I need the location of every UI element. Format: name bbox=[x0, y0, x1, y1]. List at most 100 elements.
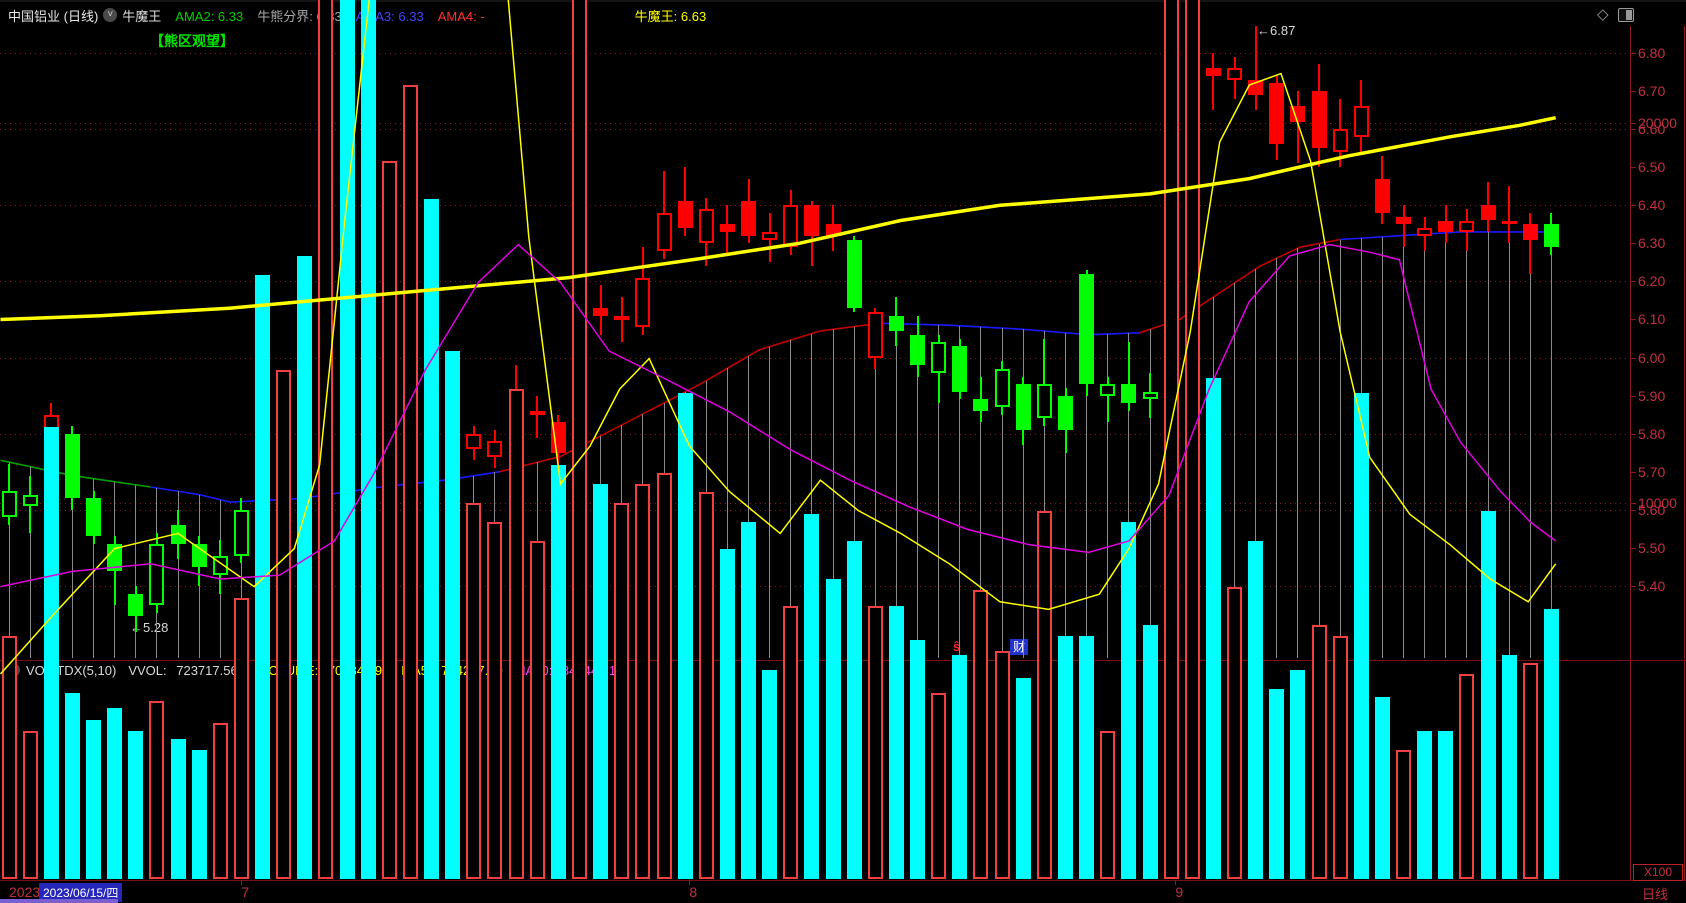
ama-hairline bbox=[1297, 248, 1299, 658]
candle-wick bbox=[536, 395, 539, 438]
candlestick bbox=[1227, 68, 1243, 80]
volume-bar bbox=[572, 0, 587, 879]
candlestick bbox=[888, 315, 904, 331]
price-axis-tick bbox=[1630, 319, 1636, 321]
volume-gridline bbox=[0, 123, 1630, 124]
scrollbar-thumb[interactable] bbox=[0, 899, 118, 903]
volume-bar bbox=[952, 655, 968, 879]
volume-bar bbox=[719, 548, 735, 879]
volume-bar bbox=[466, 503, 482, 879]
volume-bar bbox=[1163, 0, 1179, 879]
panel-toggle-icon[interactable] bbox=[1618, 8, 1634, 22]
indicator-value: AMA2: 6.33 bbox=[175, 8, 244, 24]
chevron-down-icon[interactable]: ˅ bbox=[103, 8, 118, 22]
volume-gridline bbox=[0, 503, 1630, 504]
volume-axis-tick bbox=[1630, 503, 1636, 504]
price-axis-tick bbox=[1630, 129, 1636, 131]
candlestick bbox=[635, 277, 651, 328]
candlestick bbox=[1058, 395, 1073, 430]
volume-bar bbox=[1396, 750, 1412, 879]
price-gridline bbox=[0, 53, 1630, 54]
price-axis-label: 6.50 bbox=[1638, 159, 1666, 176]
volume-bar bbox=[698, 491, 714, 879]
volume-bar bbox=[1290, 670, 1306, 879]
candlestick bbox=[719, 224, 735, 232]
volume-bar bbox=[86, 719, 102, 879]
volume-bar bbox=[487, 522, 503, 879]
ama-hairline bbox=[1529, 231, 1531, 658]
selected-date-badge[interactable]: 2023/06/15/四 bbox=[39, 883, 123, 902]
price-axis-tick bbox=[1630, 281, 1636, 283]
volume-bar bbox=[1142, 624, 1158, 879]
price-axis-label: 5.60 bbox=[1638, 501, 1666, 518]
volume-bar bbox=[1121, 522, 1137, 879]
candlestick bbox=[149, 544, 165, 605]
price-gridline bbox=[0, 357, 1630, 359]
candlestick bbox=[1332, 129, 1348, 152]
candlestick bbox=[614, 315, 630, 320]
candle-wick bbox=[1212, 53, 1215, 111]
price-axis-label: 5.80 bbox=[1638, 425, 1666, 442]
volume-bar bbox=[846, 541, 862, 879]
candle-wick bbox=[1254, 26, 1257, 111]
month-label: 9 bbox=[1175, 884, 1184, 900]
candlestick bbox=[1248, 79, 1264, 95]
volume-bar bbox=[1501, 655, 1517, 879]
volume-bar bbox=[931, 693, 947, 879]
volume-bar bbox=[1374, 696, 1390, 879]
candlestick bbox=[1100, 384, 1116, 396]
candlestick bbox=[233, 509, 249, 556]
ama-hairline bbox=[1466, 231, 1468, 658]
candlestick bbox=[529, 410, 545, 415]
volume-bar bbox=[191, 750, 207, 879]
candlestick bbox=[1459, 220, 1475, 232]
volume-bar bbox=[867, 605, 883, 879]
volume-bar bbox=[212, 723, 228, 879]
candlestick bbox=[1036, 384, 1052, 419]
ama-hairline bbox=[1065, 332, 1066, 658]
volume-bar bbox=[656, 472, 672, 879]
price-axis-label: 5.40 bbox=[1638, 577, 1666, 594]
volume-bar bbox=[593, 484, 609, 879]
price-axis-label: 6.70 bbox=[1638, 83, 1666, 100]
volume-bar bbox=[508, 389, 524, 879]
indicator-right-value: 牛魔王: 6.63 bbox=[634, 8, 707, 24]
candlestick bbox=[1353, 106, 1369, 137]
candlestick bbox=[1480, 205, 1496, 221]
volume-bar bbox=[233, 598, 249, 879]
month-tick bbox=[241, 880, 243, 885]
volume-bar bbox=[297, 256, 313, 879]
statusbar-divider bbox=[0, 880, 1686, 881]
financial-report-marker[interactable]: 财 bbox=[1010, 639, 1029, 655]
candlestick bbox=[1079, 273, 1095, 385]
volume-bar bbox=[1543, 609, 1559, 879]
candlestick bbox=[1290, 106, 1306, 122]
period-label[interactable]: 日线 bbox=[1642, 887, 1669, 902]
candlestick bbox=[741, 201, 757, 236]
high-price-annotation: ←6.87 bbox=[1257, 23, 1296, 38]
volume-bar bbox=[1332, 636, 1348, 879]
candlestick bbox=[550, 422, 566, 453]
volume-axis-tick bbox=[1630, 123, 1636, 124]
volume-bar bbox=[741, 522, 757, 879]
volume-axis-label: 10000 bbox=[1638, 495, 1677, 511]
volume-bar bbox=[888, 605, 904, 879]
candle-wick bbox=[1402, 205, 1405, 248]
candlestick bbox=[1396, 216, 1412, 225]
ama-hairline bbox=[1339, 239, 1341, 658]
diamond-icon[interactable]: ◇ bbox=[1597, 6, 1609, 23]
volume-bar bbox=[43, 427, 59, 879]
candlestick bbox=[466, 433, 482, 449]
year-label: 2023 bbox=[9, 884, 41, 900]
indicator-name: 牛魔王 bbox=[122, 8, 162, 24]
candlestick bbox=[1501, 220, 1517, 225]
right-border-line bbox=[1684, 26, 1685, 880]
candlestick bbox=[825, 224, 841, 236]
candlestick bbox=[994, 368, 1010, 408]
candlestick bbox=[86, 498, 102, 537]
volume-bar bbox=[445, 351, 461, 879]
candlestick bbox=[910, 334, 926, 366]
price-axis-tick bbox=[1630, 53, 1636, 54]
candlestick bbox=[867, 311, 883, 358]
price-axis-label: 5.90 bbox=[1638, 387, 1666, 404]
